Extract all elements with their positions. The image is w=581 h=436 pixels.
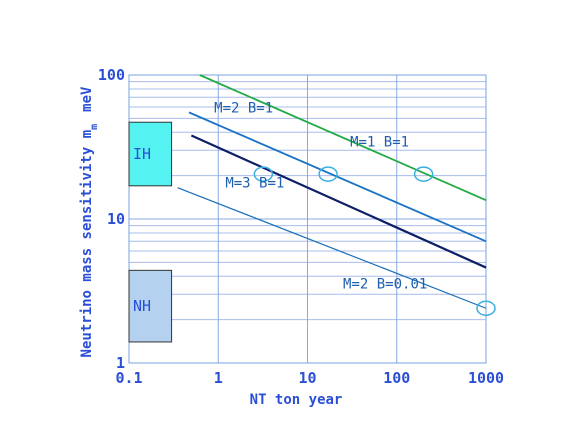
y-axis-title-subscript: m (89, 124, 100, 130)
x-tick-labels: 0.1 1 10 100 1000 (115, 369, 504, 387)
region-box-ih (128, 121, 173, 187)
series-annotations: M=2 B=1 M=1 B=1 M=3 B=1 M=2 B=0.01 (214, 100, 427, 292)
series-annotation-4: M=2 B=0.01 (343, 276, 427, 292)
region-label-nh: NH (133, 297, 151, 315)
series-annotation-3: M=3 B=1 (225, 176, 284, 192)
series-line-1 (199, 74, 487, 202)
y-tick-label: 100 (98, 66, 125, 84)
series-annotation-1: M=2 B=1 (214, 100, 273, 116)
marker-circle-2 (318, 166, 338, 182)
series-line-3 (190, 134, 487, 269)
y-tick-label: 10 (107, 210, 125, 228)
y-tick-label: 1 (116, 354, 125, 372)
marker-circles (253, 166, 496, 316)
x-tick-label: 100 (383, 369, 410, 387)
y-axis-title-main: Neutrino mass sensitivity m (79, 130, 95, 358)
y-tick-labels: 1 10 100 (98, 66, 125, 372)
marker-circle-3 (413, 166, 434, 182)
svg-text:Neutrino mass sensitivity mmme: Neutrino mass sensitivity mm meV (79, 86, 100, 357)
series-line-2 (188, 111, 487, 243)
x-tick-label: 1000 (468, 369, 504, 387)
grid-lines (128, 74, 487, 364)
series-line-4 (177, 187, 487, 309)
y-axis-title-unit: meV (79, 86, 95, 112)
x-axis-title: NT ton year (250, 392, 343, 408)
x-tick-label: 1 (214, 369, 223, 387)
series-annotation-2: M=1 B=1 (350, 134, 409, 150)
plot-frame (128, 74, 487, 364)
marker-circle-1 (253, 166, 274, 182)
region-box-nh (128, 269, 173, 343)
y-axis-title: Neutrino mass sensitivity mm meV (79, 86, 100, 357)
region-label-ih: IH (133, 145, 151, 163)
x-tick-label: 10 (298, 369, 316, 387)
series-lines (177, 74, 487, 309)
region-boxes: IH NH (128, 121, 173, 343)
marker-circle-4 (476, 300, 496, 316)
x-tick-label: 0.1 (115, 369, 142, 387)
